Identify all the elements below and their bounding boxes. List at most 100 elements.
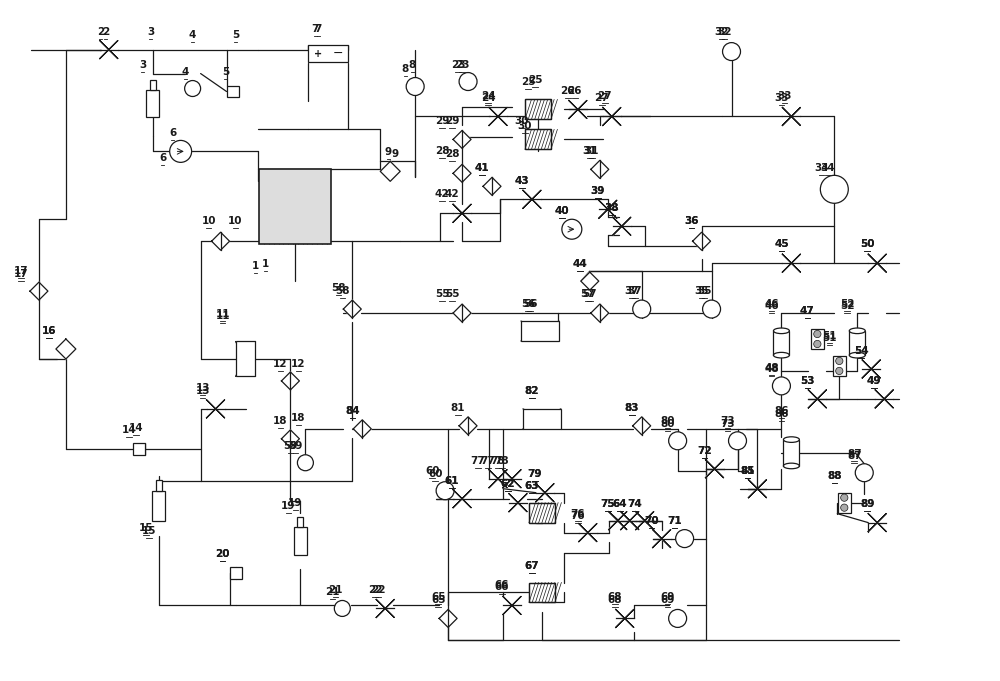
Text: 24: 24 (481, 91, 495, 101)
Polygon shape (748, 489, 766, 498)
Text: 34: 34 (814, 163, 829, 174)
Circle shape (814, 330, 821, 338)
Text: 59: 59 (283, 441, 298, 451)
Text: 26: 26 (568, 86, 582, 97)
Text: 73: 73 (720, 416, 735, 426)
Text: 57: 57 (583, 289, 597, 299)
Text: 78: 78 (491, 456, 505, 466)
Bar (294, 526, 307, 554)
Polygon shape (653, 539, 671, 548)
Text: 63: 63 (525, 481, 539, 491)
Bar (525, 99, 551, 119)
Text: 69: 69 (660, 595, 675, 605)
Text: 10: 10 (228, 217, 243, 226)
Polygon shape (207, 409, 225, 418)
Text: 70: 70 (644, 516, 659, 526)
Text: 82: 82 (525, 386, 539, 396)
Polygon shape (616, 618, 634, 627)
Text: 46: 46 (764, 301, 779, 311)
Bar (529, 582, 555, 603)
Text: 4: 4 (189, 29, 196, 39)
Circle shape (855, 464, 873, 481)
Text: 40: 40 (555, 206, 569, 217)
Bar (811, 329, 824, 349)
Text: 83: 83 (624, 403, 639, 413)
Text: 61: 61 (445, 476, 459, 486)
Text: 42: 42 (435, 189, 449, 200)
Text: 64: 64 (612, 498, 627, 509)
Text: 11: 11 (215, 309, 230, 319)
Text: 71: 71 (667, 516, 682, 526)
Text: +: + (314, 48, 322, 59)
Text: 7: 7 (315, 24, 322, 33)
Text: 57: 57 (581, 289, 595, 299)
Circle shape (633, 300, 651, 318)
Text: 67: 67 (525, 560, 539, 571)
Text: 31: 31 (585, 146, 599, 157)
Text: 56: 56 (523, 299, 537, 309)
Text: 63: 63 (525, 481, 539, 491)
Polygon shape (621, 521, 639, 530)
Bar (525, 129, 551, 149)
Text: 87: 87 (847, 451, 862, 461)
Text: 66: 66 (495, 582, 509, 592)
Bar (297, 517, 303, 526)
Bar (308, 45, 348, 62)
Text: 31: 31 (583, 146, 597, 157)
Text: 51: 51 (822, 333, 837, 343)
Text: 53: 53 (800, 376, 815, 386)
Circle shape (814, 340, 821, 347)
Bar (236, 341, 255, 377)
Text: 70: 70 (644, 516, 659, 526)
Text: 37: 37 (624, 286, 639, 296)
Text: 2: 2 (97, 27, 104, 37)
Text: 75: 75 (600, 498, 615, 509)
Text: 60: 60 (428, 469, 442, 479)
Polygon shape (489, 479, 507, 488)
Text: 56: 56 (521, 299, 535, 309)
Polygon shape (453, 498, 471, 507)
Text: 20: 20 (215, 549, 230, 558)
Circle shape (820, 175, 848, 204)
Text: 52: 52 (840, 301, 855, 311)
Text: 49: 49 (867, 376, 881, 386)
Text: 14: 14 (128, 423, 143, 433)
Circle shape (436, 481, 454, 500)
Bar (833, 356, 846, 376)
Text: 21: 21 (325, 588, 340, 597)
Bar (156, 479, 162, 491)
Text: 51: 51 (822, 331, 837, 341)
Polygon shape (503, 605, 521, 614)
Bar (783, 440, 799, 466)
Circle shape (297, 455, 313, 471)
Text: 27: 27 (597, 91, 612, 101)
Text: 62: 62 (501, 479, 515, 489)
Text: 65: 65 (431, 595, 445, 605)
Circle shape (703, 300, 721, 318)
Text: 53: 53 (800, 376, 815, 386)
Circle shape (459, 73, 477, 91)
Text: 77: 77 (481, 456, 495, 466)
Polygon shape (453, 213, 471, 222)
Text: 79: 79 (528, 469, 542, 479)
Polygon shape (868, 522, 886, 532)
Polygon shape (453, 304, 471, 322)
Text: 25: 25 (528, 74, 542, 84)
Text: 86: 86 (774, 409, 789, 419)
Text: 64: 64 (612, 498, 627, 509)
Text: 19: 19 (288, 498, 303, 507)
Text: 45: 45 (774, 239, 789, 249)
Text: 15: 15 (138, 522, 153, 533)
Text: 32: 32 (717, 27, 732, 37)
Text: 48: 48 (764, 363, 779, 373)
Text: 84: 84 (345, 406, 360, 416)
Text: 23: 23 (451, 59, 465, 69)
Polygon shape (868, 263, 886, 272)
Polygon shape (100, 50, 118, 59)
Text: 77: 77 (471, 456, 485, 466)
Text: 89: 89 (860, 498, 874, 509)
Text: 85: 85 (740, 466, 755, 476)
Text: 45: 45 (774, 239, 789, 249)
Ellipse shape (773, 328, 789, 334)
Ellipse shape (849, 352, 865, 358)
